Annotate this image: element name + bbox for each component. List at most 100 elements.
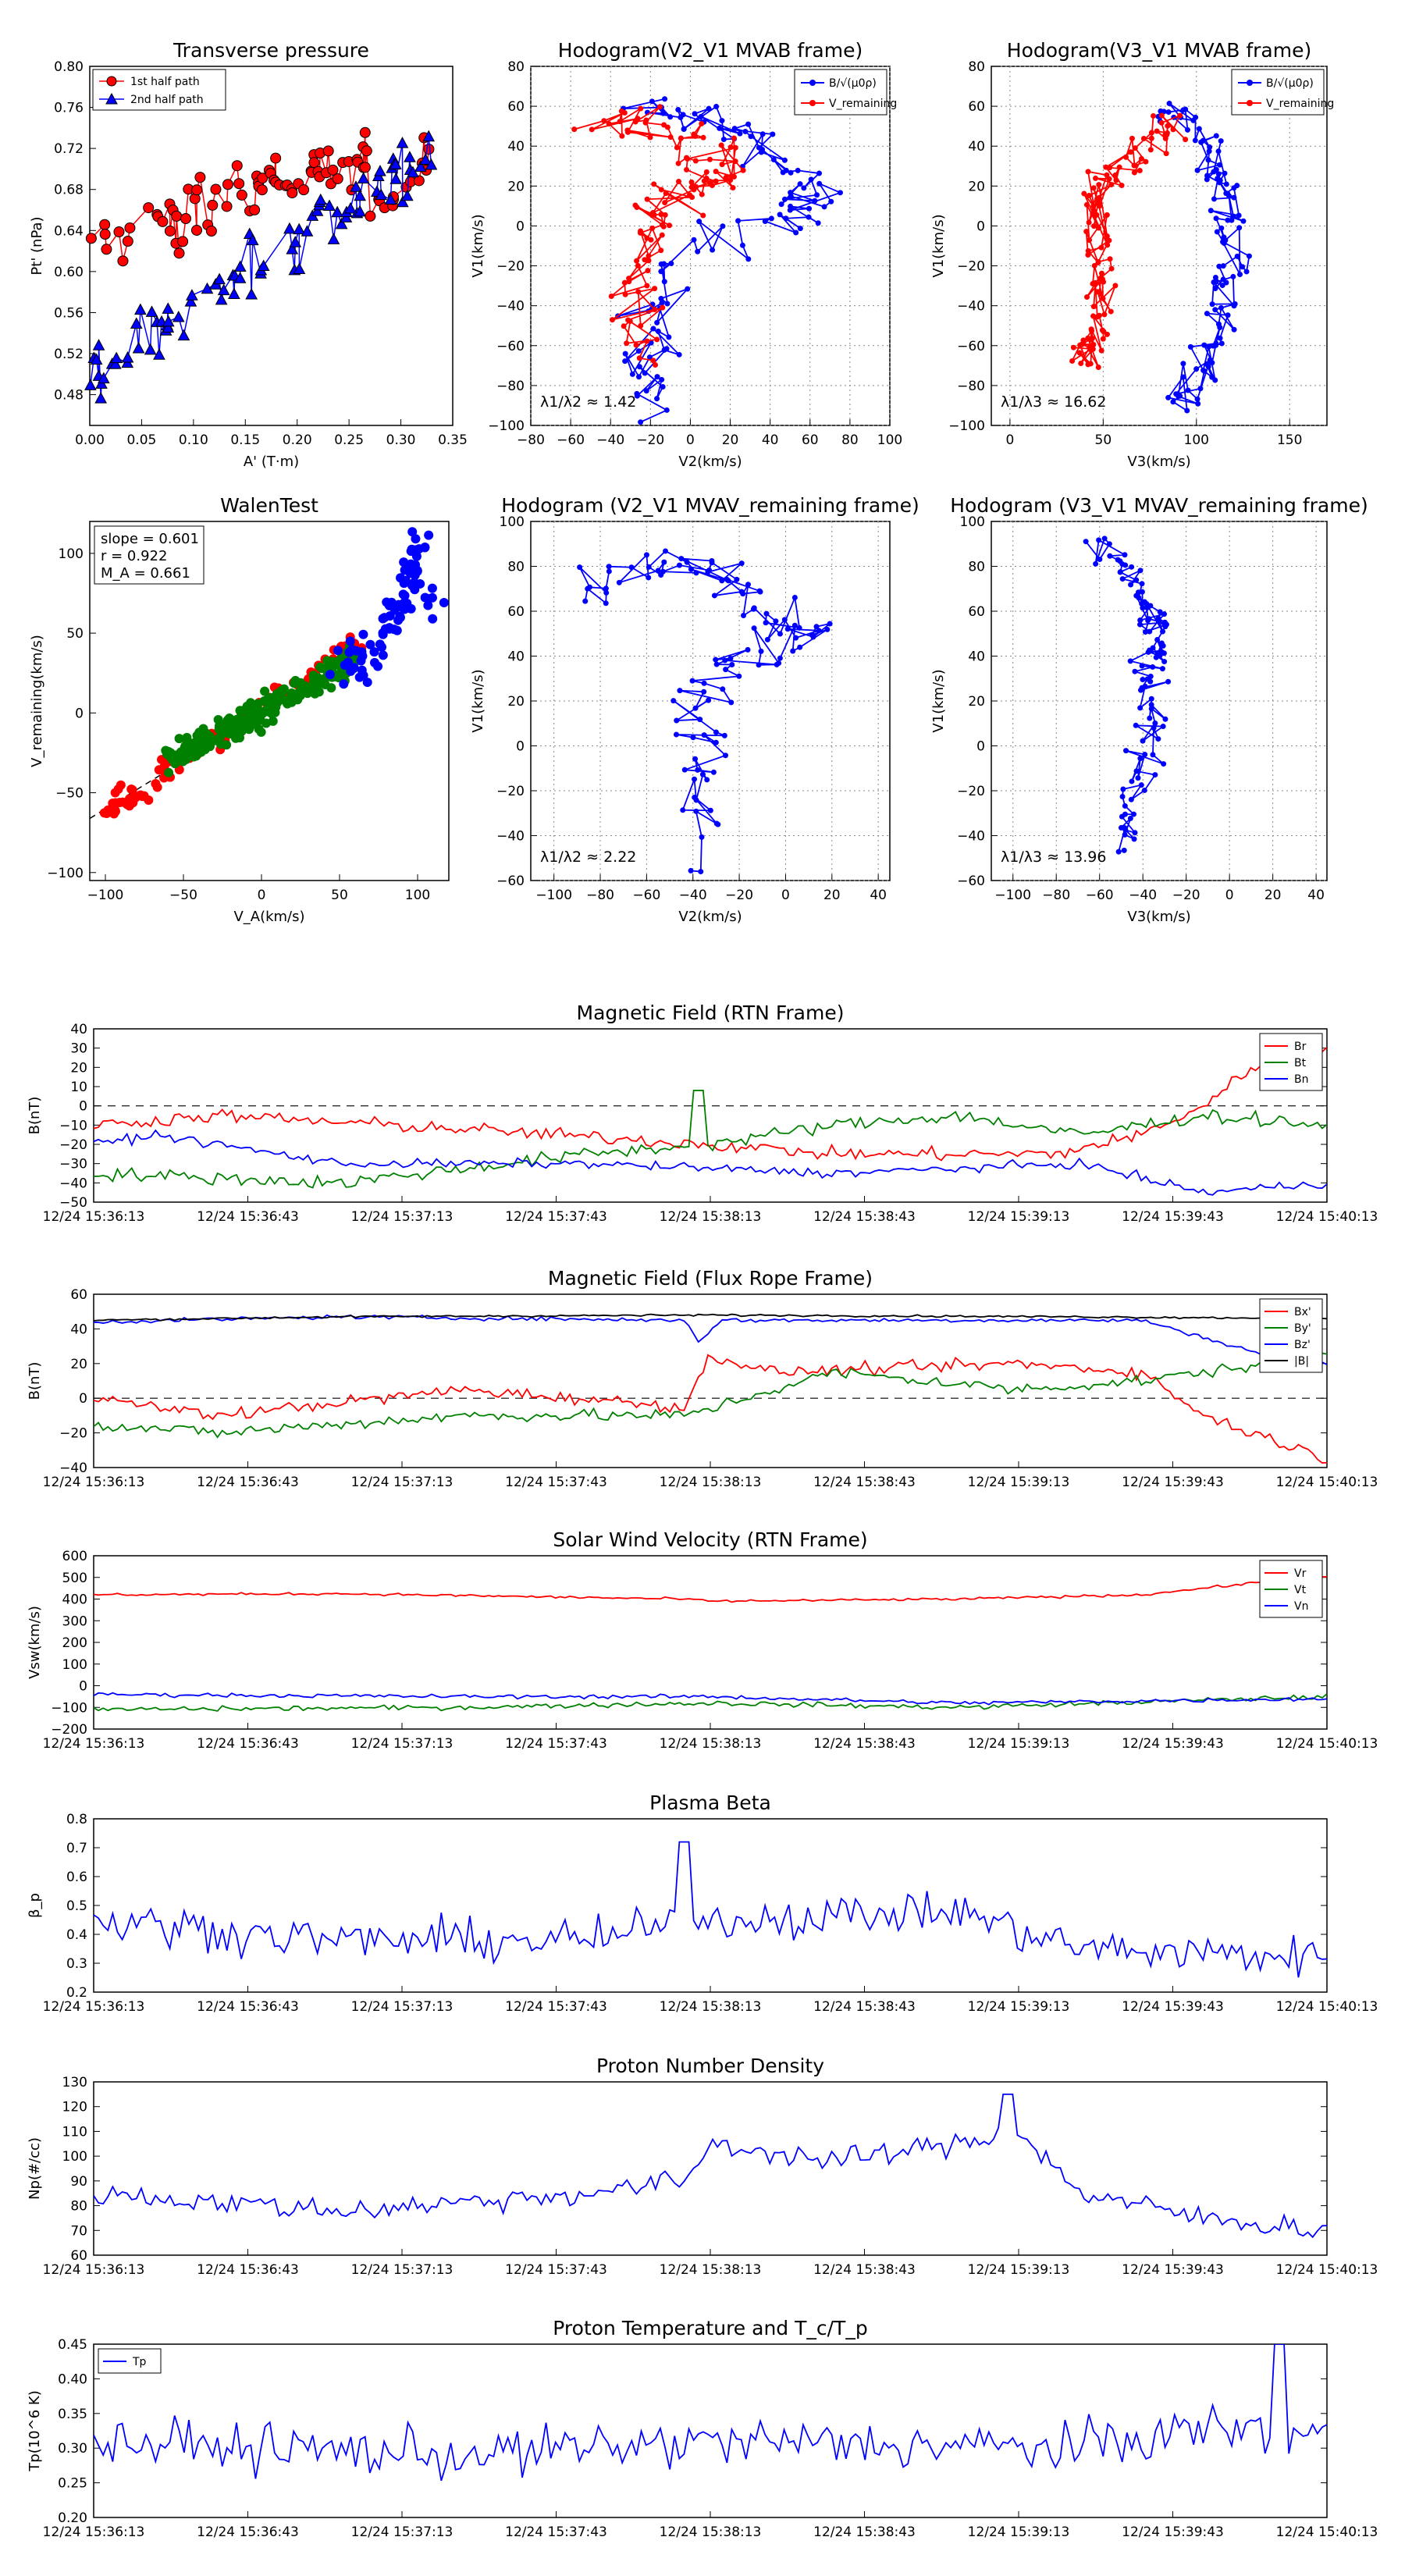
h4-blue-point	[1128, 796, 1134, 802]
np-ytick-label: 100	[62, 2149, 87, 2165]
tp-xtick-label: 0.30	[386, 432, 416, 448]
tp-point	[283, 222, 296, 234]
wt-point-green	[293, 695, 303, 705]
h3-blue-point	[784, 626, 791, 632]
h1-V_remaining-point	[688, 179, 695, 185]
b_fr-ytick-label: 20	[70, 1357, 87, 1372]
tp-ytick-label: 0.48	[54, 388, 84, 404]
h4-blue-point	[1122, 552, 1128, 558]
h2-V_remaining-point	[1087, 237, 1093, 244]
h2-ytick-label: 80	[968, 59, 985, 75]
b_fr-Bz'-line	[94, 1314, 1327, 1365]
tp-point	[354, 205, 366, 217]
wt-point-green	[174, 734, 184, 744]
h1-B/√(μ0ρ)-point	[660, 110, 667, 116]
h2-B/√(μ0ρ)-point	[1205, 157, 1211, 163]
tp-point	[314, 193, 327, 205]
h3-blue-point	[670, 698, 677, 704]
wt-point-red	[152, 782, 162, 792]
h3-blue-point	[751, 625, 757, 632]
h1-ytick-label: −40	[496, 299, 525, 315]
tp-xlabel: A' (T·m)	[244, 454, 299, 470]
h1-annotation: λ1/λ2 ≈ 1.42	[540, 393, 636, 411]
h3-blue-point	[699, 834, 705, 840]
h2-xtick-label: 50	[1095, 432, 1112, 448]
h1-B/√(μ0ρ)-point	[720, 137, 727, 143]
h3-blue-point	[729, 661, 735, 667]
h1-B/√(μ0ρ)-point	[781, 196, 788, 202]
h2-B/√(μ0ρ)-point	[1206, 148, 1212, 155]
h1-B/√(μ0ρ)-point	[739, 242, 745, 248]
h3-blue-point	[713, 729, 719, 735]
h1-B/√(μ0ρ)-point	[634, 390, 640, 397]
h2-V_remaining-point	[1088, 346, 1094, 352]
h1-V_remaining-point	[624, 127, 631, 133]
beta-xtick-label: 12/24 15:37:43	[505, 1999, 607, 2015]
b_rtn-xtick-label: 12/24 15:37:13	[351, 1209, 454, 1225]
h2-V_remaining-point	[1123, 154, 1129, 160]
b_fr-xtick-label: 12/24 15:38:13	[660, 1475, 762, 1490]
h3-blue-point	[661, 559, 667, 565]
h4-blue-point	[1144, 600, 1150, 607]
tp-ytick-label: 0.60	[54, 265, 84, 280]
h1-V_remaining-point	[667, 222, 673, 229]
h1-V_remaining-point	[662, 212, 668, 218]
h3-xtick-label: −20	[725, 888, 753, 903]
h1-B/√(μ0ρ)-point	[821, 204, 827, 210]
b_rtn-xtick-label: 12/24 15:37:43	[505, 1209, 607, 1225]
h2-V_remaining-point	[1151, 112, 1157, 119]
h1-B/√(μ0ρ)-point	[638, 419, 644, 425]
wt-point-blue	[339, 679, 349, 689]
tp-point	[207, 199, 219, 211]
wt-point-blue	[412, 566, 422, 576]
tp-point	[236, 189, 247, 201]
h2-B/√(μ0ρ)-point	[1184, 126, 1190, 133]
h1-B/√(μ0ρ)-point	[667, 114, 674, 120]
h2-B/√(μ0ρ)-point	[1206, 343, 1212, 350]
np-xtick-label: 12/24 15:37:13	[351, 2262, 454, 2278]
h2-ytick-label: 0	[976, 219, 985, 234]
tp-point	[396, 137, 409, 148]
beta-ytick-label: 0.5	[66, 1898, 87, 1914]
wt-point-blue	[424, 530, 434, 540]
vsw-xtick-label: 12/24 15:37:43	[505, 1736, 607, 1752]
h2-B/√(μ0ρ)-point	[1194, 396, 1200, 402]
h1-V_remaining-point	[713, 178, 719, 184]
h1-B/√(μ0ρ)-point	[649, 98, 655, 105]
h3-blue-point	[681, 767, 688, 773]
b_fr-xtick-label: 12/24 15:36:43	[197, 1475, 299, 1490]
h1-V_remaining-point	[638, 105, 644, 112]
vsw-frame	[93, 1555, 1328, 1730]
h3-blue-point	[711, 592, 717, 599]
h2-V_remaining-point	[1136, 167, 1143, 173]
h2-title: Hodogram(V3_V1 MVAB frame)	[1007, 39, 1311, 62]
h1-V_remaining-point	[663, 190, 669, 197]
b_fr-By'-line	[94, 1352, 1327, 1439]
h2-B/√(μ0ρ)-point	[1212, 307, 1218, 313]
h4-blue-point	[1133, 768, 1140, 774]
h2-B/√(μ0ρ)-point	[1209, 374, 1215, 380]
h2-B/√(μ0ρ)-point	[1234, 253, 1240, 259]
h2-B/√(μ0ρ)-point	[1204, 173, 1211, 179]
tp2-title: Proton Temperature and T_c/T_p	[553, 2317, 867, 2339]
tp-point	[425, 158, 438, 170]
h1-V_remaining-point	[740, 167, 746, 173]
wt-point-blue	[378, 614, 388, 624]
wt-point-blue	[340, 660, 350, 670]
h3-blue-point	[809, 632, 815, 638]
tp-xtick-label: 0.05	[126, 432, 156, 448]
wt-point-blue	[395, 611, 405, 621]
h2-V_remaining-point	[1086, 219, 1092, 226]
b_rtn-title: Magnetic Field (RTN Frame)	[577, 1002, 845, 1024]
wt-point-green	[179, 752, 189, 762]
h1-V_remaining-point	[621, 279, 628, 286]
wt-point-blue	[411, 551, 422, 561]
h4-blue-point	[1148, 706, 1154, 712]
h2-V_remaining-point	[1091, 223, 1097, 229]
h1-V_remaining-point	[723, 174, 729, 180]
h4-blue-point	[1119, 561, 1126, 568]
h3-blue-point	[695, 767, 701, 773]
tp-point	[190, 224, 202, 236]
wt-point-blue	[399, 557, 409, 568]
